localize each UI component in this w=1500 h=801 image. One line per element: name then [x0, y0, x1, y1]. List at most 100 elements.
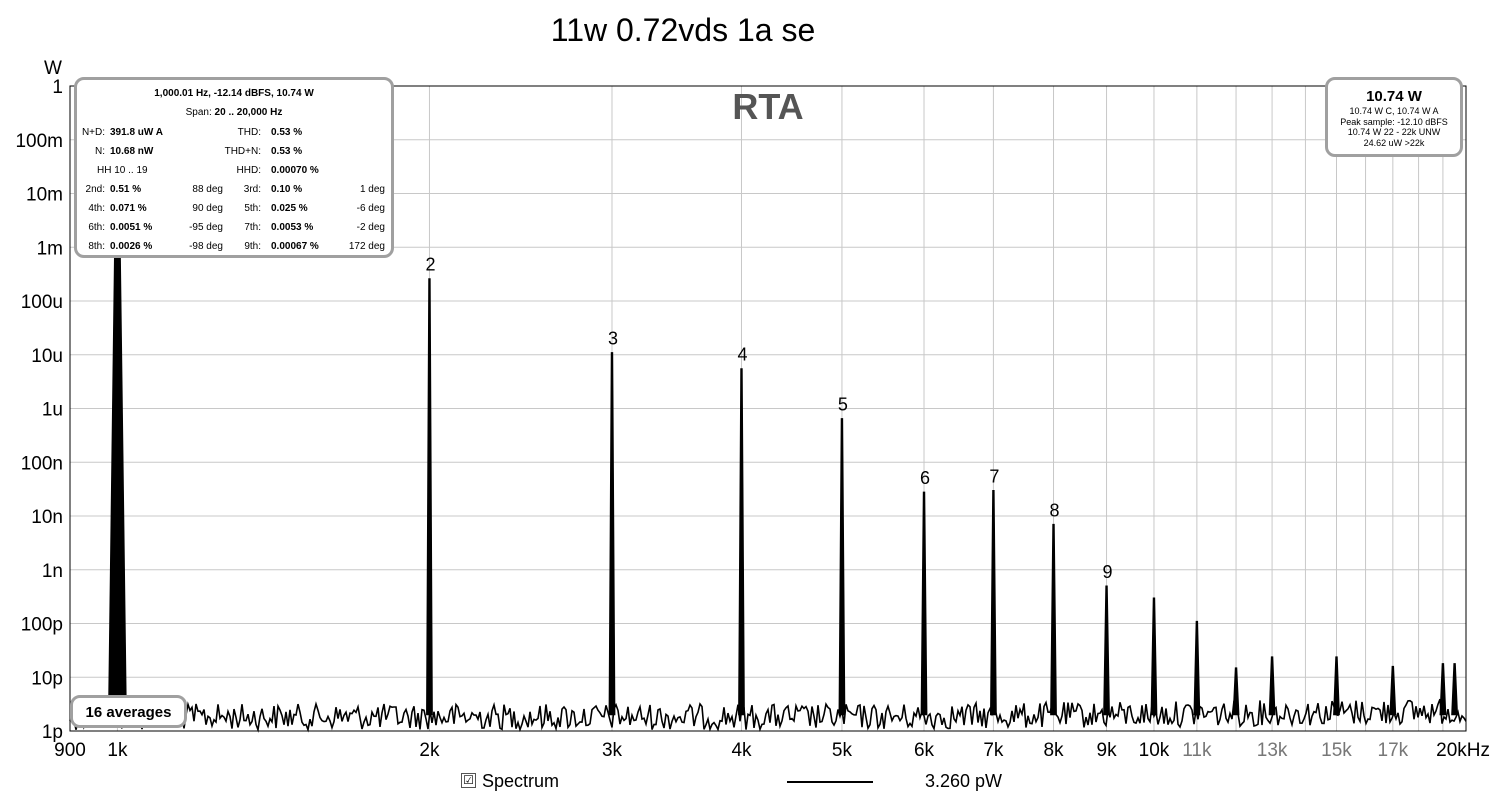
stats-row-hh: HH 10 .. 19 HHD: 0.00070 % [77, 165, 391, 179]
thd-value: 0.53 % [271, 127, 303, 138]
thdn-label: THD+N: [224, 146, 261, 157]
harmonic-phase: 88 deg [192, 184, 223, 195]
x-tick-label: 1k [107, 740, 128, 761]
x-tick-label: 10k [1139, 740, 1170, 761]
harmonic-value: 0.10 % [271, 184, 303, 195]
plot-frame [69, 85, 1467, 732]
harmonic-value: 0.0026 % [110, 241, 153, 252]
harmonic-number: 5 [838, 395, 848, 415]
harmonic-label: 9th: [244, 241, 261, 252]
harmonic-label: 4th: [88, 203, 105, 214]
x-tick-label: 13k [1257, 740, 1288, 761]
harmonic-row: 6th: 0.0051 % -95 deg 7th: 0.0053 % -2 d… [77, 222, 391, 236]
hhd-label: HHD: [236, 165, 261, 176]
x-tick-label: 900 [54, 740, 86, 761]
y-tick-label: 10u [31, 346, 63, 367]
harmonic-phase: -2 deg [356, 222, 385, 233]
nd-label: N+D: [81, 127, 105, 138]
harmonic-number: 8 [1050, 500, 1060, 520]
x-tick-label: 6k [914, 740, 935, 761]
y-tick-label: 100m [15, 131, 63, 152]
chart-title: 11w 0.72vds 1a se [550, 12, 816, 48]
x-tick-label: 4k [731, 740, 752, 761]
spectral-peak [1150, 597, 1158, 716]
y-tick-label: 10m [26, 185, 63, 206]
spectral-peak [1389, 665, 1397, 716]
power-readout-panel[interactable]: 10.74 W 10.74 W C, 10.74 W A Peak sample… [1325, 77, 1463, 157]
harmonic-labels: 2 3 4 5 6 7 8 9 [425, 255, 1112, 582]
spectral-peak [1232, 667, 1240, 716]
harmonic-label: 2nd: [85, 184, 105, 195]
harmonic-value: 0.51 % [110, 184, 142, 195]
spectral-peak [990, 489, 997, 716]
span-label: Span: [185, 107, 212, 118]
spectral-peak [838, 418, 846, 716]
harmonic-value: 0.00067 % [271, 241, 319, 252]
spectrum-cursor-value: 3.260 pW [925, 771, 1003, 791]
spectral-peak [608, 352, 616, 716]
y-tick-label: 1n [42, 561, 63, 582]
harmonic-phase: -6 deg [356, 203, 385, 214]
span-value: 20 .. 20,000 Hz [214, 107, 283, 118]
harmonic-row: 4th: 0.071 % 90 deg 5th: 0.025 % -6 deg [77, 203, 391, 217]
spectral-peak [1439, 663, 1447, 716]
spectrum-checkbox[interactable]: ☑ [461, 773, 476, 788]
distortion-stats-panel[interactable]: 1,000.01 Hz, -12.14 dBFS, 10.74 W Span: … [74, 77, 394, 258]
x-tick-label: 11k [1182, 740, 1212, 761]
harmonic-value: 0.0053 % [271, 222, 314, 233]
x-tick-label: 9k [1097, 740, 1118, 761]
stats-row-n: N: 10.68 nW THD+N: 0.53 % [77, 146, 391, 160]
spectral-peak [426, 278, 433, 716]
nd-value: 391.8 uW A [110, 127, 163, 138]
n-label: N: [95, 146, 105, 157]
spectral-peak [1451, 663, 1459, 716]
spectral-peak [1268, 656, 1276, 716]
harmonic-number: 9 [1103, 562, 1113, 582]
x-tick-label: 7k [983, 740, 1004, 761]
harmonic-row: 8th: 0.0026 % -98 deg 9th: 0.00067 % 172… [77, 241, 391, 255]
y-tick-label: 100p [21, 615, 63, 636]
harmonic-value: 0.071 % [110, 203, 147, 214]
harmonic-value: 0.025 % [271, 203, 308, 214]
y-tick-label: 1p [42, 722, 63, 743]
harmonic-phase: -95 deg [189, 222, 223, 233]
y-tick-label: 1 [52, 77, 63, 98]
x-tick-label: 17k [1378, 740, 1409, 761]
thdn-value: 0.53 % [271, 146, 303, 157]
spectrum-legend-label[interactable]: Spectrum [482, 771, 560, 791]
x-tick-label: 2k [419, 740, 440, 761]
harmonic-phase: 1 deg [359, 184, 385, 195]
stats-span: Span: 20 .. 20,000 Hz [77, 107, 391, 118]
harmonic-phase: 90 deg [192, 203, 223, 214]
harmonic-number: 2 [425, 255, 435, 275]
spectral-peak [1103, 585, 1110, 716]
harmonic-label: 8th: [88, 241, 105, 252]
harmonic-phase: -98 deg [189, 241, 223, 252]
harmonic-number: 3 [608, 329, 618, 349]
power-main-value: 10.74 W [1366, 88, 1422, 105]
y-tick-label: 100u [21, 292, 63, 313]
spectral-peak [1193, 620, 1201, 716]
thd-label: THD: [237, 127, 261, 138]
harmonic-number: 6 [920, 468, 930, 488]
stats-row-nd: N+D: 391.8 uW A THD: 0.53 % [77, 127, 391, 141]
harmonic-number: 4 [737, 345, 747, 365]
spectral-peak [1333, 656, 1340, 716]
power-above-22k: 24.62 uW >22k [1363, 137, 1425, 148]
harmonic-label: 3rd: [243, 184, 261, 195]
spectral-peak [920, 491, 928, 716]
stats-header: 1,000.01 Hz, -12.14 dBFS, 10.74 W [154, 88, 314, 99]
y-unit-label: W [44, 58, 62, 79]
harmonic-label: 5th: [244, 203, 261, 214]
power-unweighted: 10.74 W 22 - 22k UNW [1347, 127, 1441, 137]
averages-badge[interactable]: 16 averages [70, 695, 187, 728]
x-tick-label: 8k [1043, 740, 1064, 761]
harmonic-number: 7 [989, 466, 999, 486]
harmonic-row: 2nd: 0.51 % 88 deg 3rd: 0.10 % 1 deg [77, 184, 391, 198]
hhd-value: 0.00070 % [271, 165, 319, 176]
harmonic-label: 6th: [88, 222, 105, 233]
y-axis-labels: 1 100m 10m 1m 100u 10u 1u 100n 10n 1n 100p 10p 1p [15, 77, 63, 743]
y-tick-label: 1u [42, 400, 63, 421]
y-tick-label: 1m [37, 238, 63, 259]
n-value: 10.68 nW [110, 146, 154, 157]
